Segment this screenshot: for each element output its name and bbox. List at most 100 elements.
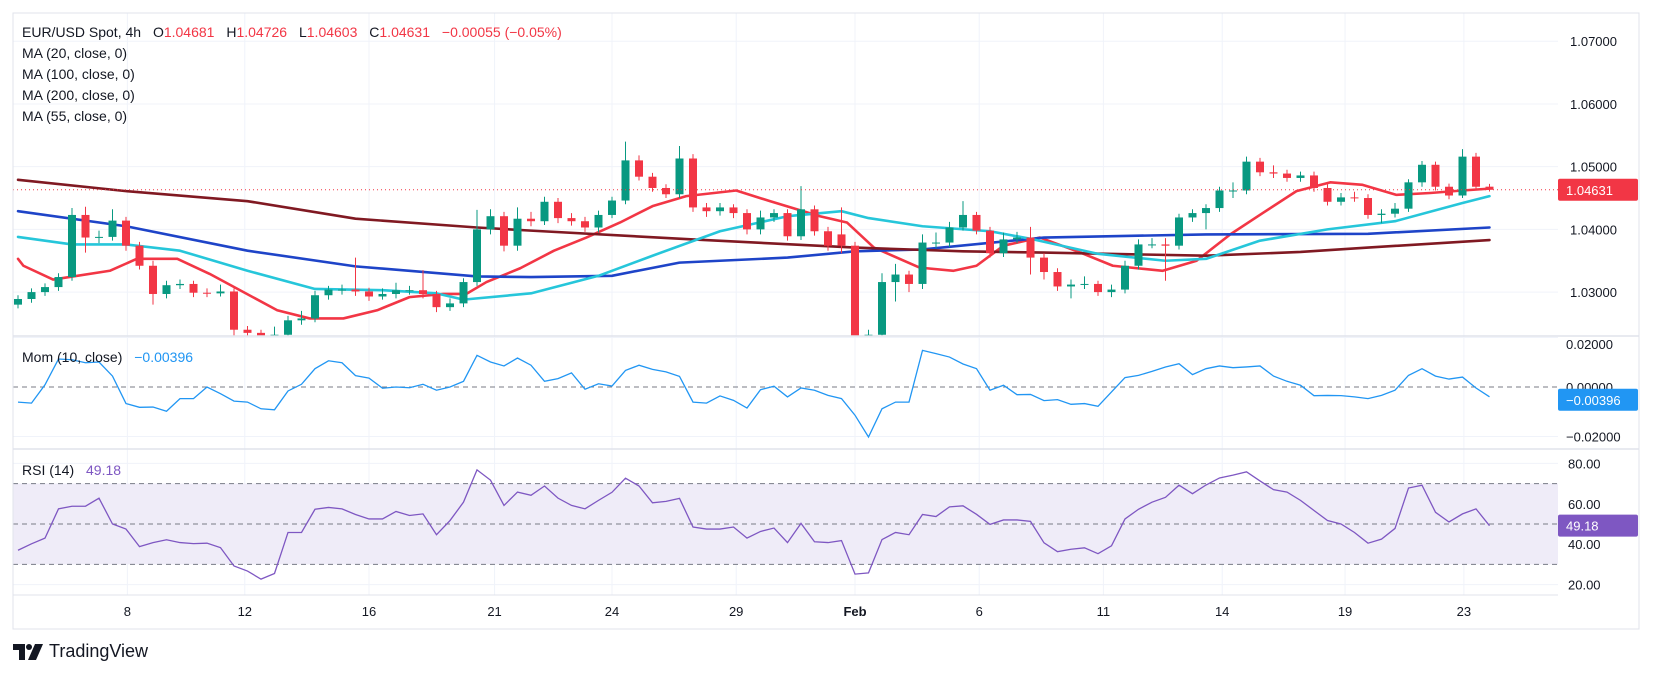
time-axis-label: 29 xyxy=(729,604,743,619)
candle xyxy=(446,298,454,311)
candle-body xyxy=(473,229,481,283)
candle xyxy=(891,263,900,302)
candle xyxy=(1296,171,1305,182)
candle xyxy=(297,310,306,325)
candle xyxy=(986,226,994,258)
candle-body xyxy=(1202,208,1210,214)
candle-body xyxy=(162,285,171,294)
candle xyxy=(1067,279,1075,299)
candle xyxy=(1364,194,1372,219)
candle xyxy=(1175,213,1183,250)
time-axis-label: 8 xyxy=(124,604,131,619)
candle-body xyxy=(297,318,306,321)
open-value: 1.04681 xyxy=(163,24,215,40)
candle xyxy=(1026,226,1035,275)
rsi-legend[interactable]: RSI (14) 49.18 xyxy=(22,461,121,479)
candle xyxy=(365,287,373,301)
tradingview-logo[interactable]: TradingView xyxy=(13,641,148,662)
candle xyxy=(999,232,1008,257)
candle xyxy=(1215,186,1224,212)
candle-body xyxy=(1107,289,1116,293)
candle xyxy=(770,209,778,222)
candle-body xyxy=(1310,175,1318,188)
candle xyxy=(594,210,603,233)
candle xyxy=(648,172,657,192)
candle-body xyxy=(324,289,333,296)
candle xyxy=(1053,268,1062,291)
candle xyxy=(270,326,279,336)
symbol-legend: EUR/USD Spot, 4h O1.04681 H1.04726 L1.04… xyxy=(22,23,562,41)
candle-body xyxy=(1485,186,1494,190)
candle xyxy=(14,295,22,309)
candle-body xyxy=(486,216,495,230)
symbol-title[interactable]: EUR/USD Spot, 4h xyxy=(22,24,142,40)
candle xyxy=(824,226,832,251)
candle xyxy=(338,284,346,295)
candle xyxy=(122,216,130,251)
candle-body xyxy=(392,290,400,294)
time-axis-label: 19 xyxy=(1338,604,1352,619)
candle xyxy=(1404,179,1413,212)
candle xyxy=(176,279,184,289)
ma200-line xyxy=(16,178,1491,258)
candle xyxy=(1377,209,1386,224)
momentum-pane xyxy=(13,349,1558,439)
indicator-ma20-legend[interactable]: MA (20, close, 0) xyxy=(22,45,128,61)
candle xyxy=(54,273,63,291)
candle xyxy=(851,241,859,336)
candle-body xyxy=(1377,213,1386,215)
price-axis-label: 1.03000 xyxy=(1570,285,1617,300)
indicator-ma55-legend[interactable]: MA (55, close, 0) xyxy=(22,108,128,124)
price-axis-label: 1.07000 xyxy=(1570,34,1617,49)
candle xyxy=(432,290,441,313)
candle-body xyxy=(581,221,589,228)
indicator-ma200-legend[interactable]: MA (200, close, 0) xyxy=(22,87,135,103)
momentum-value-badge-background xyxy=(1558,388,1638,411)
candle xyxy=(1256,157,1264,177)
candle-body xyxy=(567,218,576,222)
candle-body xyxy=(365,291,373,297)
candle xyxy=(810,205,819,236)
candle xyxy=(149,260,157,305)
candle-body xyxy=(459,282,468,304)
candle xyxy=(1094,280,1102,296)
candle-body xyxy=(1067,284,1075,287)
candle-body xyxy=(1053,272,1062,287)
candle xyxy=(419,270,427,299)
momentum-legend[interactable]: Mom (10, close) −0.00396 xyxy=(22,348,193,366)
candle xyxy=(1080,276,1089,289)
candle xyxy=(135,241,144,270)
candle-body xyxy=(716,207,724,212)
candle-body xyxy=(1026,237,1035,258)
candle xyxy=(284,315,292,336)
low-value: 1.04603 xyxy=(306,24,358,40)
candle xyxy=(1134,239,1143,270)
momentum-value: −0.00396 xyxy=(134,349,194,365)
candle-body xyxy=(1283,173,1291,178)
candle-body xyxy=(945,227,954,243)
candle xyxy=(1431,161,1440,191)
candle-body xyxy=(905,274,913,284)
candle-body xyxy=(797,209,805,237)
candle xyxy=(702,203,711,217)
candle xyxy=(756,210,765,235)
candle-body xyxy=(230,291,238,330)
candle-body xyxy=(1269,172,1278,174)
candle-body xyxy=(1188,213,1197,218)
candle-body xyxy=(216,291,225,294)
candle xyxy=(81,206,90,253)
candle xyxy=(959,201,967,231)
candle xyxy=(567,213,576,226)
candle-body xyxy=(743,213,751,230)
indicator-ma100-legend[interactable]: MA (100, close, 0) xyxy=(22,66,135,82)
candle-body xyxy=(1445,186,1453,196)
candle-body xyxy=(608,200,616,215)
candle-body xyxy=(41,287,49,293)
candle xyxy=(797,186,805,241)
rsi-value: 49.18 xyxy=(86,462,122,478)
candle xyxy=(1013,231,1021,244)
price-pane xyxy=(13,141,1558,336)
time-axis-label: 24 xyxy=(605,604,619,619)
candle xyxy=(203,288,211,298)
